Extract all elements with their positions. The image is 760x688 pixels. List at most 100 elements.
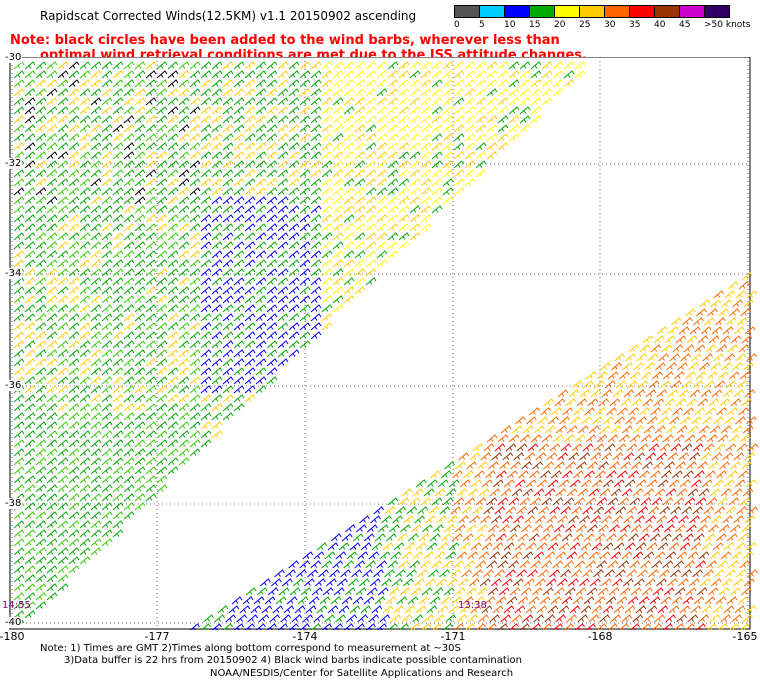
wind-barb bbox=[625, 353, 637, 362]
wind-barb bbox=[332, 623, 343, 630]
wind-barb bbox=[491, 515, 502, 524]
wind-barb bbox=[516, 506, 528, 515]
wind-barb bbox=[145, 169, 157, 178]
wind-barb bbox=[13, 331, 25, 340]
wind-barb bbox=[667, 389, 679, 398]
wind-barb bbox=[486, 560, 498, 569]
wind-barb bbox=[288, 214, 300, 223]
wind-barb bbox=[571, 443, 583, 452]
wind-barb bbox=[288, 250, 300, 259]
wind-barb bbox=[531, 587, 543, 596]
wind-barb bbox=[57, 106, 69, 115]
wind-barb bbox=[376, 124, 388, 133]
wind-barb bbox=[701, 605, 713, 614]
wind-barb bbox=[277, 286, 289, 295]
wind-barb bbox=[569, 605, 581, 614]
wind-barb bbox=[620, 524, 631, 533]
wind-barb bbox=[211, 133, 223, 142]
wind-barb bbox=[68, 160, 80, 169]
wind-barb bbox=[57, 574, 69, 583]
wind-barb bbox=[512, 578, 524, 587]
wind-barb bbox=[178, 376, 190, 385]
wind-barb bbox=[486, 70, 498, 79]
wind-barb bbox=[439, 569, 450, 578]
wind-barb bbox=[580, 479, 592, 488]
wind-barb bbox=[233, 277, 245, 286]
wind-barb bbox=[475, 61, 487, 70]
wind-barb bbox=[610, 551, 622, 560]
wind-barb bbox=[101, 466, 113, 475]
wind-barb bbox=[156, 484, 168, 493]
wind-barb bbox=[431, 560, 443, 569]
wind-barb bbox=[90, 421, 102, 430]
wind-barb bbox=[619, 587, 631, 596]
wind-barb bbox=[46, 493, 58, 502]
wind-barb bbox=[607, 434, 619, 443]
wind-barb bbox=[24, 160, 36, 169]
wind-barb bbox=[289, 587, 301, 596]
wind-barb bbox=[90, 151, 102, 160]
wind-barb bbox=[310, 241, 322, 250]
wind-barb bbox=[486, 88, 498, 97]
wind-barb bbox=[242, 596, 254, 605]
wind-barb bbox=[35, 538, 47, 547]
wind-barb bbox=[668, 542, 680, 551]
wind-barb bbox=[628, 407, 639, 416]
wind-barb bbox=[156, 178, 168, 187]
wind-barb bbox=[13, 412, 25, 421]
wind-barb bbox=[189, 70, 201, 79]
wind-barb bbox=[332, 560, 344, 569]
wind-barb bbox=[123, 160, 135, 169]
wind-barb bbox=[601, 515, 612, 524]
wind-barb bbox=[178, 448, 190, 457]
wind-barb bbox=[145, 88, 157, 97]
wind-barb bbox=[686, 335, 698, 344]
wind-barb bbox=[420, 187, 432, 196]
wind-barb bbox=[35, 151, 47, 160]
wind-barb bbox=[189, 205, 201, 214]
wind-barb bbox=[24, 106, 36, 115]
wind-barb bbox=[134, 457, 146, 466]
wind-barb bbox=[156, 304, 168, 313]
wind-barb bbox=[332, 169, 344, 178]
wind-barb bbox=[134, 250, 146, 259]
wind-barb bbox=[492, 542, 504, 551]
wind-barb bbox=[681, 443, 693, 452]
wind-barb bbox=[637, 506, 649, 515]
wind-barb bbox=[299, 232, 311, 241]
wind-barb bbox=[200, 421, 212, 430]
wind-barb bbox=[533, 488, 545, 497]
wind-barb bbox=[445, 551, 457, 560]
wind-barb bbox=[46, 574, 58, 583]
wind-barb bbox=[189, 151, 201, 160]
wind-barb bbox=[343, 205, 355, 214]
wind-barb bbox=[13, 313, 25, 322]
wind-barb bbox=[255, 106, 267, 115]
wind-barb bbox=[728, 497, 740, 506]
wind-barb bbox=[695, 560, 707, 569]
wind-barb bbox=[68, 304, 80, 313]
wind-barb bbox=[156, 421, 168, 430]
wind-barb bbox=[605, 596, 617, 605]
wind-barb bbox=[725, 380, 737, 389]
wind-barb bbox=[692, 569, 703, 578]
wind-barb bbox=[266, 79, 278, 88]
wind-barb bbox=[79, 412, 91, 421]
wind-barb bbox=[703, 443, 715, 452]
wind-barb bbox=[255, 160, 267, 169]
wind-barb bbox=[57, 493, 69, 502]
wind-barb bbox=[668, 605, 680, 614]
wind-barb bbox=[35, 556, 47, 565]
wind-barb bbox=[255, 223, 267, 232]
wind-barb bbox=[481, 479, 493, 488]
wind-barb bbox=[618, 623, 629, 630]
wind-barb bbox=[134, 502, 146, 511]
wind-barb bbox=[189, 394, 201, 403]
wind-barb bbox=[376, 623, 387, 630]
wind-barb bbox=[156, 196, 168, 205]
wind-barb bbox=[112, 295, 124, 304]
wind-barb bbox=[266, 367, 278, 376]
wind-barb bbox=[661, 344, 673, 353]
wind-barb bbox=[90, 412, 102, 421]
wind-barb bbox=[35, 349, 47, 358]
